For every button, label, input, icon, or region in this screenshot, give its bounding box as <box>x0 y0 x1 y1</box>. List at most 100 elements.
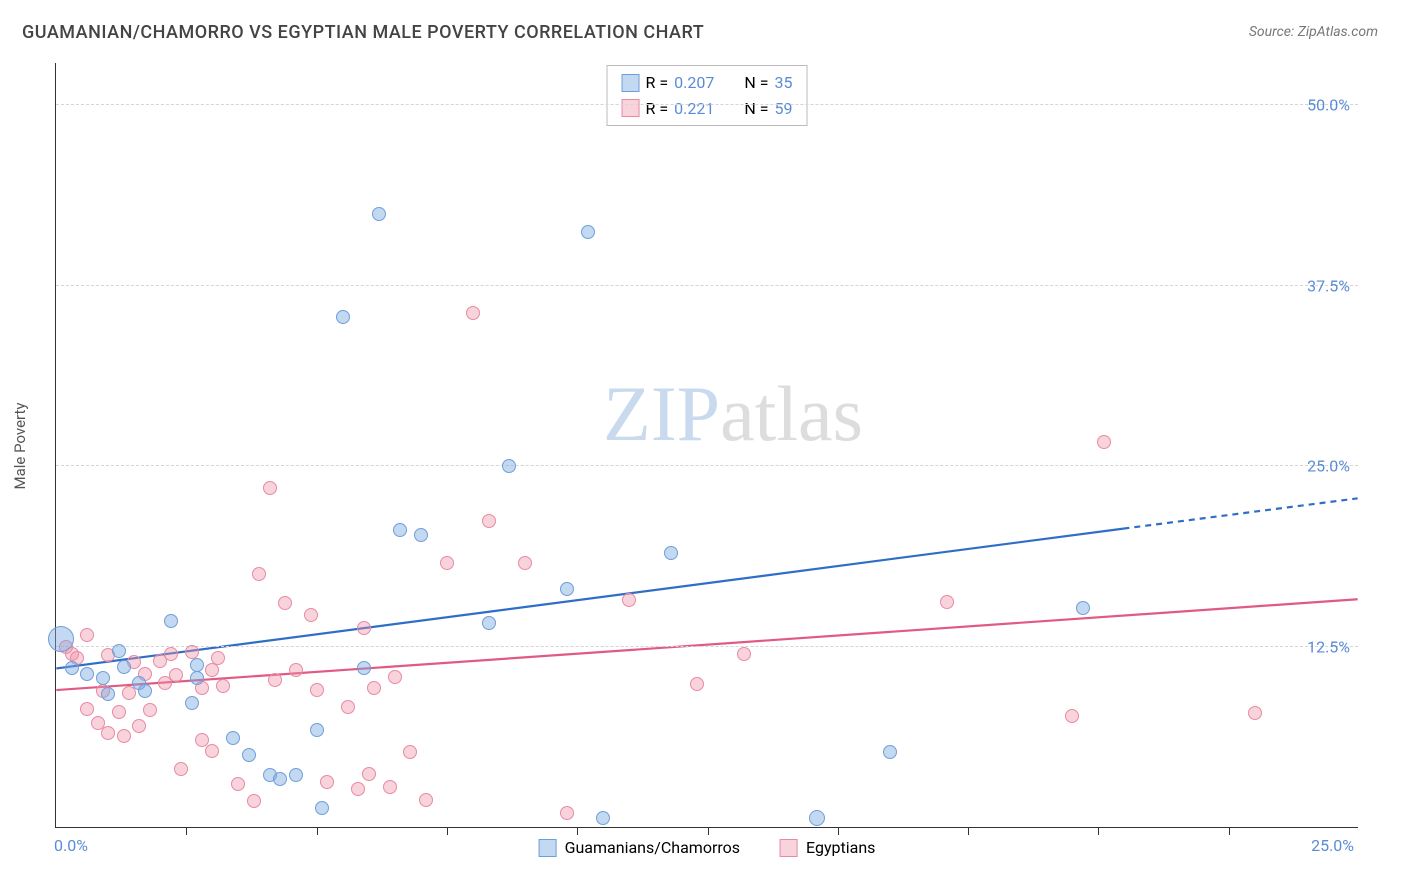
data-point-a <box>502 459 516 473</box>
data-point-b <box>362 767 376 781</box>
n-label-b: N = <box>744 96 768 122</box>
x-tick <box>186 827 187 835</box>
swatch-b <box>622 99 640 117</box>
x-tick <box>447 827 448 835</box>
data-point-a <box>80 667 94 681</box>
r-label-a: R = <box>646 70 669 96</box>
data-point-a <box>289 768 303 782</box>
data-point-b <box>247 794 261 808</box>
legend-item-a: Guamanians/Chamorros <box>539 838 740 857</box>
data-point-a <box>96 671 110 685</box>
data-point-a <box>393 523 407 537</box>
data-point-a <box>414 528 428 542</box>
data-point-b <box>205 744 219 758</box>
data-point-a <box>596 811 610 825</box>
data-point-a <box>664 546 678 560</box>
stats-row-b: R = 0.221 N = 59 <box>622 96 793 122</box>
data-point-a <box>809 810 825 826</box>
data-point-b <box>112 705 126 719</box>
data-point-b <box>690 677 704 691</box>
data-point-b <box>341 700 355 714</box>
data-point-a <box>315 801 329 815</box>
data-point-a <box>185 696 199 710</box>
data-point-a <box>138 684 152 698</box>
data-point-a <box>883 745 897 759</box>
x-tick <box>1098 827 1099 835</box>
data-point-a <box>336 310 350 324</box>
data-point-b <box>132 719 146 733</box>
y-tick-label: 25.0% <box>1307 457 1350 476</box>
data-point-b <box>403 745 417 759</box>
legend-label-a: Guamanians/Chamorros <box>565 838 740 857</box>
watermark-part-2: atlas <box>720 370 863 457</box>
data-point-b <box>252 567 266 581</box>
n-value-b: 59 <box>774 96 792 122</box>
data-point-b <box>1065 709 1079 723</box>
data-point-b <box>440 556 454 570</box>
n-value-a: 35 <box>774 70 792 96</box>
legend-swatch-a <box>539 839 557 857</box>
data-point-b <box>304 608 318 622</box>
data-point-b <box>80 628 94 642</box>
data-point-a <box>65 661 79 675</box>
data-point-b <box>211 651 225 665</box>
watermark-part-1: ZIP <box>603 370 720 457</box>
data-point-a <box>190 671 204 685</box>
trend-lines <box>56 63 1358 827</box>
chart-title: GUAMANIAN/CHAMORRO VS EGYPTIAN MALE POVE… <box>22 22 704 43</box>
data-point-b <box>357 621 371 635</box>
data-point-b <box>278 596 292 610</box>
stats-row-a: R = 0.207 N = 35 <box>622 70 793 96</box>
data-point-b <box>1097 435 1111 449</box>
trend-line-a-extrapolated <box>1123 498 1357 528</box>
x-tick <box>968 827 969 835</box>
bottom-legend: Guamanians/Chamorros Egyptians <box>539 838 876 857</box>
r-value-b: 0.221 <box>674 96 714 122</box>
data-point-b <box>143 703 157 717</box>
data-point-b <box>622 593 636 607</box>
data-point-b <box>388 670 402 684</box>
x-axis-start: 0.0% <box>54 836 88 855</box>
data-point-b <box>560 806 574 820</box>
data-point-b <box>164 647 178 661</box>
data-point-b <box>263 481 277 495</box>
data-point-a <box>48 626 74 652</box>
x-tick <box>577 827 578 835</box>
x-axis-end: 25.0% <box>1311 836 1354 855</box>
data-point-a <box>581 225 595 239</box>
gridline <box>56 465 1358 466</box>
data-point-b <box>169 668 183 682</box>
x-tick <box>317 827 318 835</box>
legend-label-b: Egyptians <box>806 838 875 857</box>
data-point-a <box>310 723 324 737</box>
data-point-b <box>174 762 188 776</box>
data-point-a <box>357 661 371 675</box>
gridline <box>56 285 1358 286</box>
data-point-b <box>466 306 480 320</box>
legend-swatch-b <box>780 839 798 857</box>
watermark: ZIPatlas <box>603 369 863 459</box>
gridline <box>56 104 1358 105</box>
r-value-a: 0.207 <box>674 70 714 96</box>
data-point-a <box>560 582 574 596</box>
legend-item-b: Egyptians <box>780 838 875 857</box>
data-point-b <box>737 647 751 661</box>
r-label-b: R = <box>646 96 669 122</box>
data-point-a <box>482 616 496 630</box>
swatch-a <box>622 74 640 92</box>
source-label: Source: ZipAtlas.com <box>1249 24 1378 40</box>
data-point-a <box>273 772 287 786</box>
data-point-b <box>310 683 324 697</box>
data-point-b <box>518 556 532 570</box>
data-point-b <box>216 679 230 693</box>
trend-line-a <box>56 529 1123 669</box>
data-point-b <box>289 663 303 677</box>
x-tick <box>1229 827 1230 835</box>
data-point-b <box>268 673 282 687</box>
data-point-b <box>1248 706 1262 720</box>
y-tick-label: 37.5% <box>1307 276 1350 295</box>
data-point-b <box>101 726 115 740</box>
gridline <box>56 646 1358 647</box>
data-point-b <box>482 514 496 528</box>
data-point-a <box>190 658 204 672</box>
